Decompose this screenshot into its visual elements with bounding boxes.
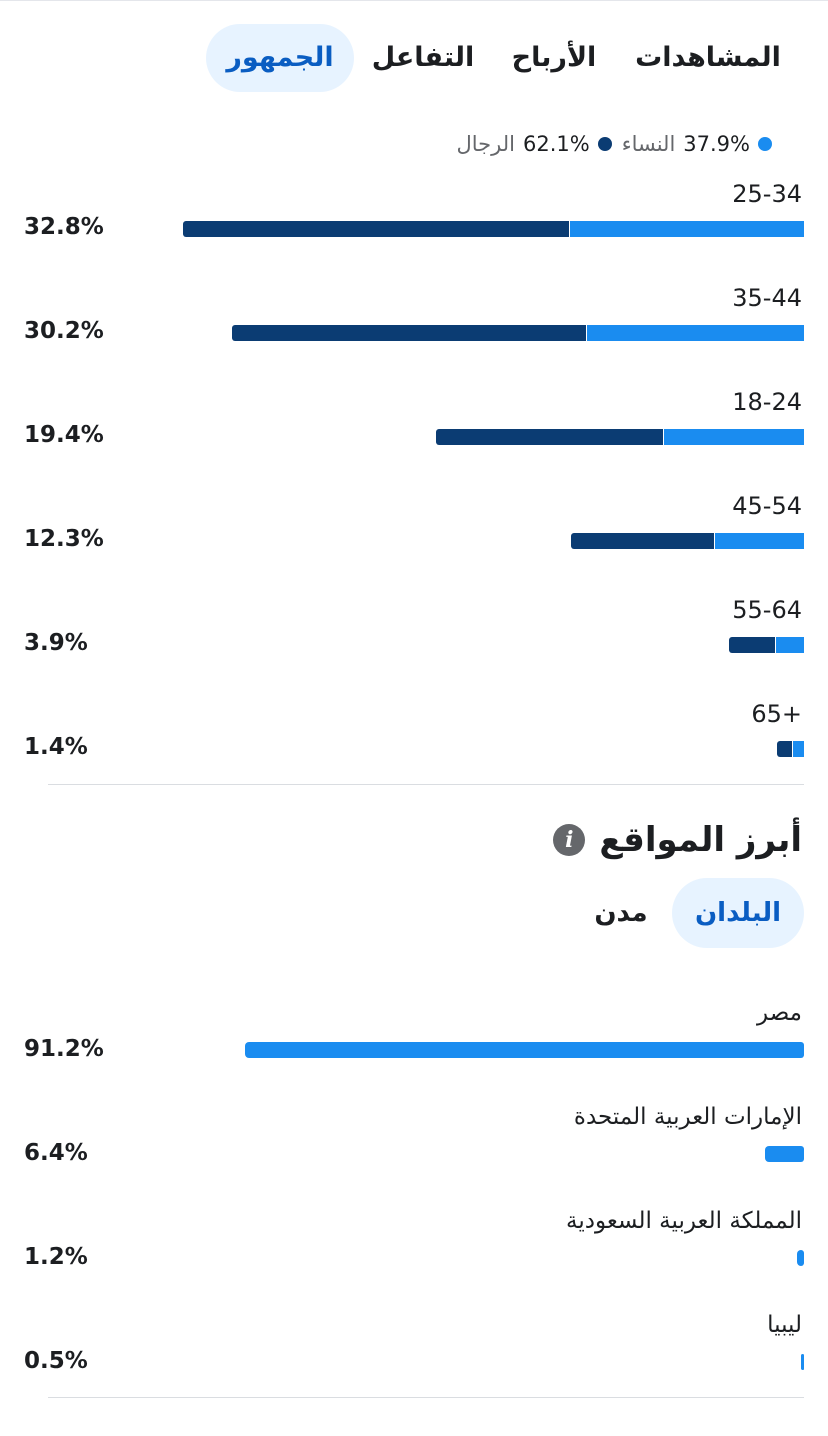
age-label: 45-54 xyxy=(732,492,802,520)
age-label: 25-34 xyxy=(732,180,802,208)
legend-women: 37.9% النساء xyxy=(622,132,772,156)
country-value: 91.2% xyxy=(24,1036,104,1062)
country-value: 0.5% xyxy=(24,1348,88,1374)
men-label: الرجال xyxy=(456,132,515,156)
men-bar xyxy=(436,429,664,445)
age-label: 35-44 xyxy=(732,284,802,312)
age-label: 18-24 xyxy=(732,388,802,416)
age-total-value: 3.9% xyxy=(24,630,88,656)
top-divider xyxy=(0,0,828,1)
legend-men: 62.1% الرجال xyxy=(457,132,612,156)
women-bar xyxy=(775,637,804,653)
info-icon[interactable]: i xyxy=(553,824,586,856)
country-value: 1.2% xyxy=(24,1244,88,1270)
section-divider xyxy=(48,784,804,785)
country-bar xyxy=(245,1042,804,1058)
men-dot-icon xyxy=(597,137,612,151)
men-bar xyxy=(232,325,586,341)
tab-audience[interactable]: الجمهور xyxy=(206,24,354,92)
age-label: 65+ xyxy=(751,700,802,728)
country-bar xyxy=(800,1354,804,1370)
age-total-value: 30.2% xyxy=(24,318,104,344)
tab-countries[interactable]: البلدان xyxy=(672,878,804,948)
age-total-value: 12.3% xyxy=(24,526,104,552)
women-bar xyxy=(664,429,804,445)
men-bar xyxy=(570,533,715,549)
women-value: 37.9% xyxy=(683,132,750,156)
country-value: 6.4% xyxy=(24,1140,88,1166)
women-label: النساء xyxy=(621,132,676,156)
age-label: 55-64 xyxy=(732,596,802,624)
country-bar xyxy=(764,1146,804,1162)
tab-views[interactable]: المشاهدات xyxy=(635,42,781,73)
men-bar xyxy=(776,741,792,757)
country-name: الإمارات العربية المتحدة xyxy=(573,1104,802,1130)
tab-cities[interactable]: مدن xyxy=(594,898,648,928)
women-bar xyxy=(569,221,804,237)
men-bar xyxy=(183,221,569,237)
tab-engagement[interactable]: التفاعل xyxy=(371,42,475,73)
country-name: مصر xyxy=(757,1000,802,1026)
age-total-value: 1.4% xyxy=(24,734,88,760)
men-bar xyxy=(729,637,775,653)
top-locations-header: أبرز المواقع i xyxy=(553,812,802,868)
country-name: ليبيا xyxy=(767,1312,802,1338)
women-bar xyxy=(586,325,804,341)
bottom-divider xyxy=(48,1397,804,1398)
country-name: المملكة العربية السعودية xyxy=(566,1208,802,1234)
women-dot-icon xyxy=(758,137,772,151)
country-bar xyxy=(796,1250,804,1266)
top-locations-title: أبرز المواقع xyxy=(599,820,802,860)
tab-earnings[interactable]: الأرباح xyxy=(511,42,597,73)
women-bar xyxy=(792,741,804,757)
men-value: 62.1% xyxy=(522,132,590,156)
age-total-value: 32.8% xyxy=(24,214,104,240)
gender-legend: 37.9% النساء 62.1% الرجال xyxy=(457,127,772,161)
age-total-value: 19.4% xyxy=(24,422,104,448)
women-bar xyxy=(715,533,804,549)
